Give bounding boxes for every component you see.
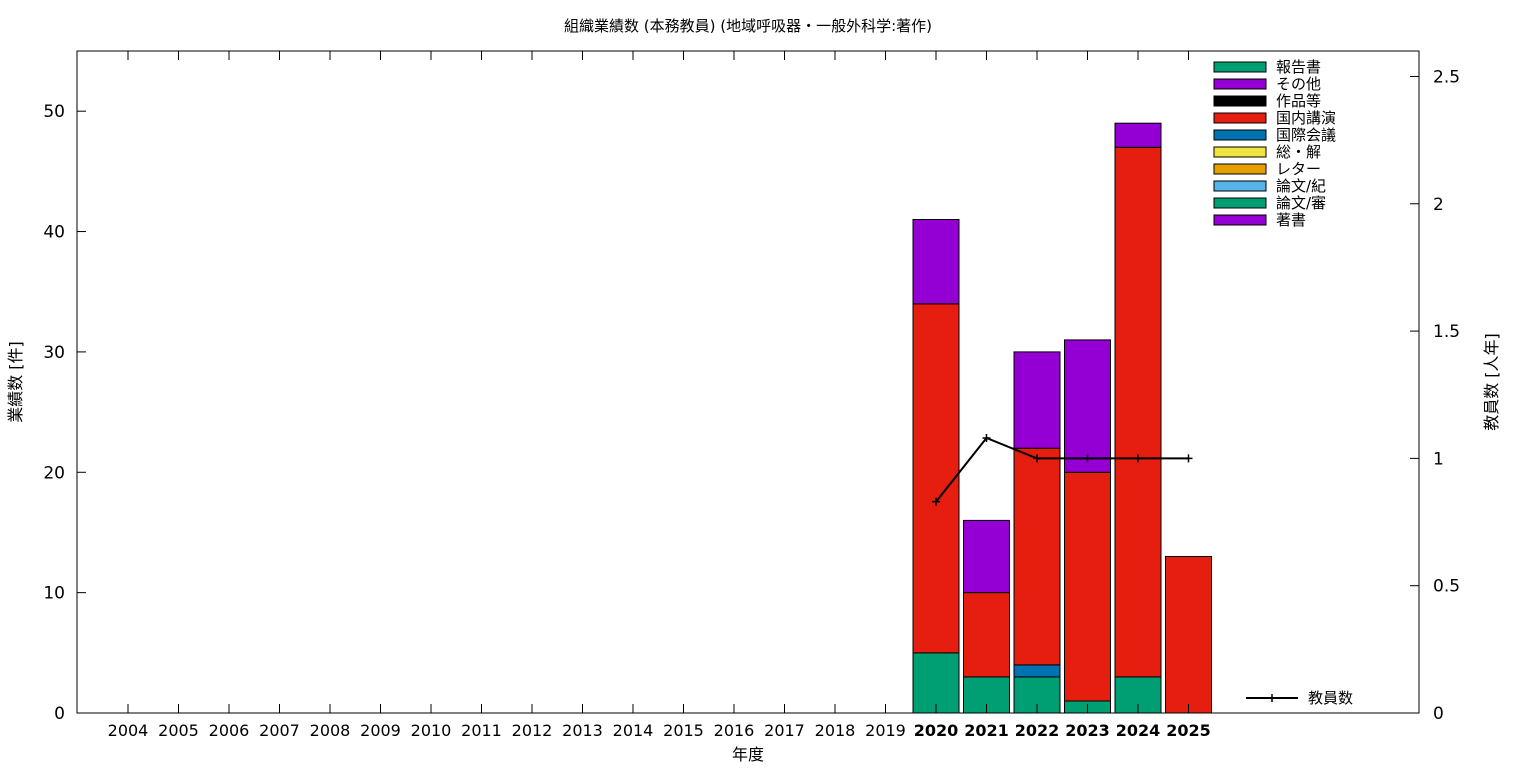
bar-2024-series-7 [1114,122,1162,148]
axes-layer: 0 10 20 30 40 50 0 0.5 1 1.5 2 2.5 2004 2005 2006 2007 2… [43,51,1460,740]
x-tick-label-2023: 2023 [1065,721,1110,740]
legend-swatch-6 [1213,163,1267,175]
x-axis-label: 年度 [732,745,764,764]
bar-2020-series-5 [912,303,960,654]
x-tick-label-2021: 2021 [964,721,1009,740]
legend-swatch-4 [1213,129,1267,141]
x-tick-label-2011: 2011 [461,721,502,740]
legend-label-4: 国際会議 [1276,126,1336,144]
bar-2023-series-7 [1064,339,1111,473]
y2-tick-label: 0.5 [1433,577,1460,597]
bars-layer [912,122,1212,714]
legend-swatch-9 [1213,214,1267,226]
x-tick-label-2007: 2007 [259,721,300,740]
x-tick-label-2022: 2022 [1015,721,1060,740]
teacher-count-point-2023 [1083,454,1092,463]
bar-2024-series-5 [1114,146,1162,678]
x-tick-label-2020: 2020 [914,721,959,740]
y-tick-label: 50 [43,102,65,122]
bar-2022-series-5 [1013,447,1061,666]
legend-label-6: レター [1276,160,1321,178]
x-tick-label-2025: 2025 [1166,721,1211,740]
y-tick-label: 20 [43,463,65,483]
teacher-count-point-2025 [1184,454,1193,463]
x-tick-label-2019: 2019 [865,721,906,740]
teacher-count-point-2020 [932,497,940,506]
x-tick-label-2010: 2010 [411,721,452,740]
bar-2021-series-5 [963,592,1010,678]
bar-2020-series-0 [912,652,960,714]
legend-label-1: その他 [1276,75,1321,93]
legend-swatch-3 [1213,112,1267,124]
x-tick-label-2024: 2024 [1116,721,1161,740]
x-tick-label-2004: 2004 [108,721,149,740]
x-tick-label-2017: 2017 [764,721,805,740]
legend-label-9: 著書 [1276,211,1306,229]
bar-2022-series-4 [1013,664,1061,678]
legend-swatch-5 [1213,146,1267,158]
y-axis-label: 業績数 [件] [6,341,25,423]
y-tick-label: 0 [54,704,65,724]
legend-label-8: 論文/審 [1276,194,1326,212]
teacher-count-point-2022 [1033,454,1041,463]
y-tick-label: 30 [43,343,65,363]
x-tick-label-2005: 2005 [158,721,199,740]
y2-tick-label: 2 [1433,195,1444,215]
teacher-count-line [935,436,1189,503]
bar-2025-series-5 [1165,556,1212,714]
x-tick-label-2015: 2015 [663,721,704,740]
x-tick-label-2013: 2013 [562,721,603,740]
bar-2022-series-7 [1013,351,1061,449]
line-legend-label: 教員数 [1308,689,1353,707]
y2-tick-label: 2.5 [1433,67,1460,87]
x-tick-label-2008: 2008 [310,721,351,740]
plot-frame [76,50,1420,714]
legend-swatch-8 [1213,197,1267,209]
legend-label-2: 作品等 [1276,92,1321,110]
x-tick-label-2012: 2012 [512,721,553,740]
line-legend: 教員数 [1246,689,1353,707]
legend-swatch-0 [1213,61,1267,73]
y2-axis-label: 教員数 [人年] [1482,333,1501,431]
y2-tick-label: 1 [1433,449,1444,469]
teacher-count-point-2024 [1134,454,1142,463]
x-tick-label-2018: 2018 [815,721,856,740]
legend-label-0: 報告書 [1276,58,1321,76]
legend-swatch-1 [1213,78,1267,90]
legend-swatch-7 [1213,180,1267,192]
x-tick-label-2014: 2014 [613,721,654,740]
y2-tick-label: 1.5 [1433,322,1460,342]
x-tick-label-2006: 2006 [209,721,250,740]
teacher-count-point-2021 [982,434,991,443]
y-tick-label: 40 [43,223,65,243]
y2-tick-label: 0 [1433,704,1444,724]
x-tick-label-2009: 2009 [360,721,401,740]
bar-2020-series-7 [912,219,960,305]
teacher-count-line-layer [932,434,1193,506]
y-tick-label: 10 [43,584,65,604]
legend-label-7: 論文/紀 [1276,177,1326,195]
chart-title: 組織業績数 (本務教員) (地域呼吸器・一般外科学:著作) [564,17,932,35]
legend-swatch-2 [1213,95,1267,107]
x-tick-label-2016: 2016 [714,721,755,740]
bar-2021-series-7 [963,519,1010,594]
bar-2023-series-5 [1064,471,1111,702]
legend-label-3: 国内講演 [1276,109,1336,127]
legend-label-5: 総・解 [1276,143,1321,161]
